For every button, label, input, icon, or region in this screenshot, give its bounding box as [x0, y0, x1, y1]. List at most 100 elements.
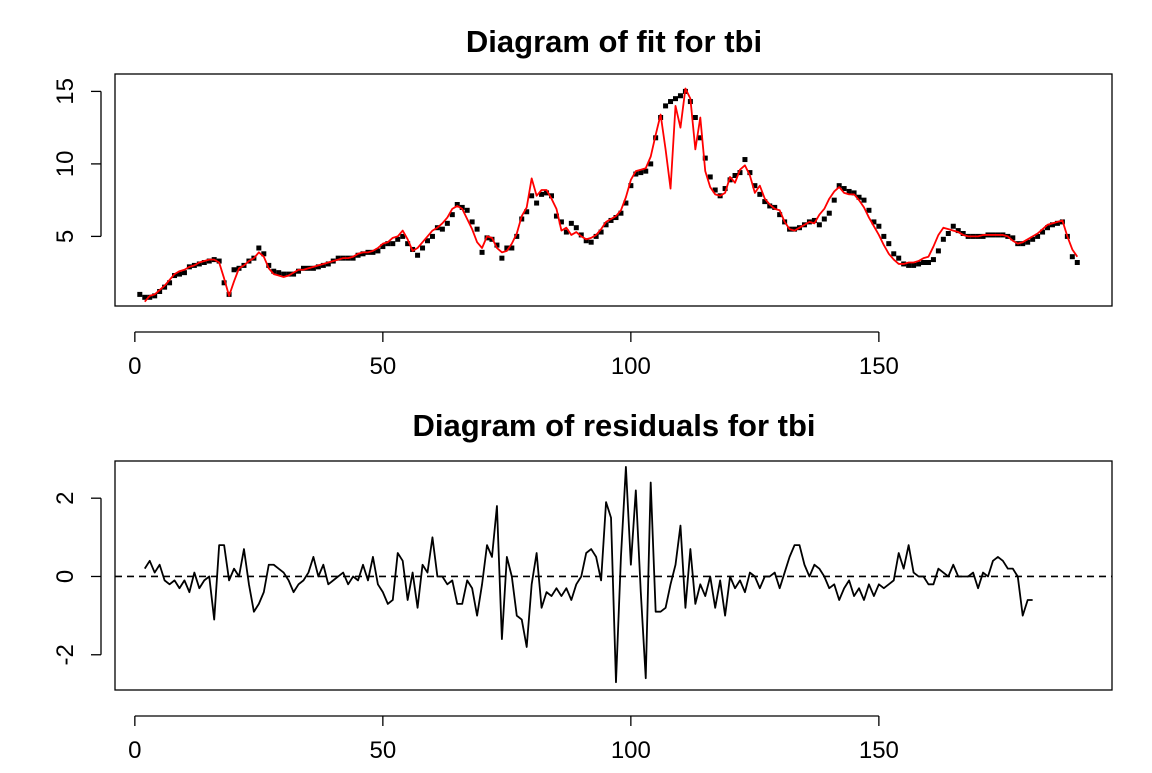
observed-point	[861, 197, 867, 203]
observed-point	[172, 273, 178, 279]
observed-point	[539, 191, 545, 197]
observed-point	[300, 265, 306, 271]
observed-point	[320, 262, 326, 268]
observed-point	[950, 223, 956, 229]
observed-point	[935, 248, 941, 254]
residuals-panel: Diagram of residuals for tbi 0 50 100 150 -2…	[52, 408, 1113, 764]
observed-point	[370, 249, 376, 255]
observed-point	[816, 222, 822, 228]
observed-point	[668, 99, 674, 105]
observed-point	[752, 183, 758, 189]
observed-point	[256, 245, 262, 251]
observed-point	[415, 252, 421, 258]
observed-point	[792, 226, 798, 232]
observed-point	[618, 210, 624, 216]
observed-point	[767, 203, 773, 209]
observed-point	[757, 191, 763, 197]
observed-point	[420, 245, 426, 251]
observed-point	[573, 225, 579, 231]
observed-point	[310, 265, 316, 271]
observed-point	[871, 219, 877, 225]
observed-point	[707, 174, 713, 180]
fit-x-tick-label: 150	[859, 353, 899, 380]
observed-point	[945, 231, 951, 236]
observed-point	[449, 212, 455, 218]
observed-point	[613, 215, 619, 221]
observed-point	[524, 209, 530, 215]
observed-point	[568, 220, 574, 226]
observed-point	[593, 233, 599, 239]
observed-point	[544, 190, 550, 196]
observed-point	[315, 264, 321, 270]
observed-point	[633, 171, 639, 177]
observed-point	[474, 226, 480, 232]
observed-point	[395, 236, 401, 242]
observed-point	[1049, 222, 1055, 228]
observed-point	[940, 236, 946, 242]
observed-point	[955, 228, 961, 234]
observed-point	[142, 294, 148, 300]
observed-point	[712, 187, 718, 193]
observed-point	[558, 219, 564, 225]
observed-point	[583, 238, 589, 244]
observed-point	[479, 249, 485, 255]
residual-x-tick-label: 150	[859, 737, 899, 764]
observed-point	[663, 103, 669, 109]
observed-point	[1035, 233, 1041, 239]
observed-point	[603, 222, 609, 228]
observed-point	[628, 183, 634, 189]
observed-point	[762, 199, 768, 205]
observed-point	[821, 216, 827, 222]
residual-y-tick-label: -2	[52, 644, 79, 665]
observed-point	[375, 248, 381, 254]
observed-point	[147, 294, 153, 300]
observed-point	[836, 183, 842, 189]
observed-point	[499, 255, 505, 261]
observed-point	[360, 251, 366, 257]
observed-point	[638, 170, 644, 176]
residual-x-tick-label: 100	[611, 737, 651, 764]
observed-point	[826, 210, 832, 216]
observed-point	[846, 188, 852, 194]
observed-point	[380, 244, 386, 250]
observed-point	[350, 255, 356, 261]
fit-y-tick-label: 10	[52, 151, 79, 178]
observed-point	[1045, 225, 1051, 231]
observed-point	[891, 251, 897, 257]
observed-point	[906, 262, 912, 268]
observed-point	[692, 115, 698, 120]
observed-point	[697, 135, 703, 141]
observed-point	[702, 155, 708, 161]
observed-point	[454, 202, 460, 207]
observed-point	[911, 262, 917, 268]
fit-chart-title: Diagram of fit for tbi	[466, 24, 762, 59]
observed-point	[201, 260, 207, 265]
observed-point	[742, 157, 748, 163]
observed-point	[1054, 220, 1060, 226]
observed-point	[851, 190, 857, 196]
fit-x-tick-label: 50	[369, 353, 396, 380]
observed-point	[831, 197, 837, 203]
fit-plot-frame	[114, 73, 1113, 307]
observed-point	[1040, 229, 1046, 235]
observed-point	[876, 223, 882, 229]
observed-point	[429, 233, 435, 239]
observed-point	[281, 271, 287, 277]
observed-point	[930, 257, 936, 263]
observed-point	[385, 241, 391, 247]
residual-y-tick-label: 0	[52, 570, 79, 583]
observed-point	[261, 251, 267, 257]
observed-point	[578, 232, 584, 238]
observed-point	[355, 252, 361, 258]
observed-point	[980, 233, 986, 239]
observed-point	[886, 241, 892, 247]
observed-point	[777, 212, 783, 218]
observed-point	[732, 173, 738, 178]
residual-x-tick-label: 0	[128, 737, 141, 764]
observed-point	[286, 271, 292, 277]
fit-x-tick-label: 100	[611, 353, 651, 380]
observed-point	[548, 193, 554, 199]
observed-point	[400, 233, 406, 239]
observed-point	[221, 280, 227, 286]
